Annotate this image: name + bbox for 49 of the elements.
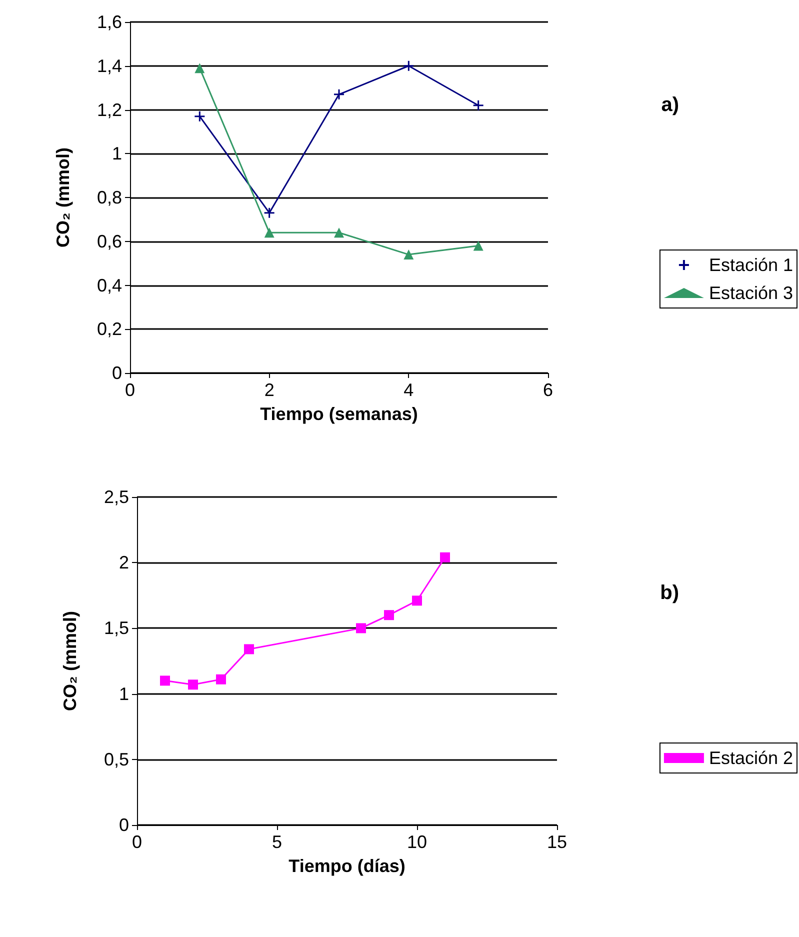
x-tick-label: 4 [404, 380, 414, 400]
x-tick-label: 5 [272, 832, 282, 852]
point [188, 680, 198, 690]
point [412, 596, 422, 606]
x-tick-label: 10 [406, 832, 428, 852]
x-tick-label: 0 [132, 832, 142, 852]
point [473, 240, 484, 251]
point [264, 207, 276, 219]
y-tick-label: 2 [118, 552, 129, 573]
y-tick-label: 0 [118, 815, 129, 835]
y-tick-label: 0,5 [104, 749, 129, 770]
point [244, 644, 254, 654]
y-tick-label: 1,2 [96, 100, 122, 120]
x-axis-title: Tiempo (días) [288, 856, 406, 876]
x-axis-title: Tiempo (semanas) [260, 404, 418, 424]
point [334, 228, 344, 238]
y-tick-label: 0,2 [96, 319, 122, 340]
y-axis-title: CO₂ (mmol) [53, 148, 73, 248]
x-tick-label: 6 [542, 380, 554, 400]
point [194, 110, 206, 122]
point [356, 623, 366, 634]
point [402, 60, 414, 72]
y-tick-label: 1,4 [96, 56, 122, 76]
y-tick-label: 1 [118, 684, 129, 704]
y-tick-label: 0,4 [96, 275, 122, 296]
y-tick-label: 1,5 [104, 618, 129, 638]
text: a) [661, 94, 680, 116]
point [160, 676, 170, 686]
point [194, 63, 205, 74]
point [264, 228, 274, 238]
y-axis-title: CO₂ (mmol) [60, 611, 80, 711]
point [333, 88, 345, 100]
y-tick-label: 0,8 [96, 188, 122, 208]
y-tick-label: 1,6 [96, 12, 122, 32]
legend-label: Estación 2 [708, 748, 794, 768]
point [216, 674, 226, 684]
x-tick-label: 15 [546, 832, 568, 852]
legend-label: Estación 1 [708, 255, 794, 275]
point [404, 250, 414, 260]
y-tick-label: 0,6 [96, 231, 122, 252]
y-tick-label: 0 [112, 363, 122, 383]
y-tick-label: 1 [112, 144, 122, 164]
y-tick-label: 2,5 [104, 487, 129, 507]
point [384, 610, 394, 620]
point [440, 552, 450, 562]
x-tick-label: 2 [264, 380, 274, 400]
legend-label: Estación 3 [708, 283, 794, 303]
point [472, 100, 484, 112]
text: b) [660, 582, 680, 604]
